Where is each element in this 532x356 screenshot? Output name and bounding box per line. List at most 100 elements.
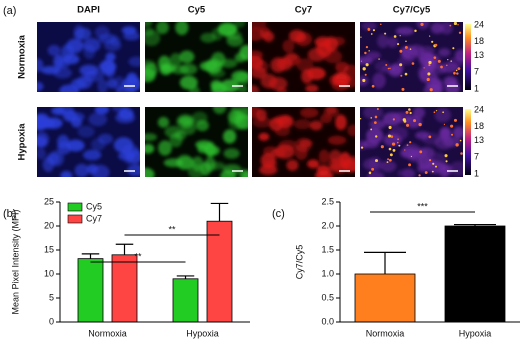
hotspot — [391, 142, 396, 146]
hotspot — [370, 128, 373, 131]
hotspot — [420, 22, 424, 26]
hotspot — [362, 67, 366, 71]
hotspot — [418, 122, 422, 127]
cell — [145, 30, 161, 47]
cell — [37, 116, 49, 131]
cell — [452, 126, 463, 139]
y-tick-label: 0.0 — [321, 316, 334, 326]
hotspot — [364, 51, 367, 55]
cell — [145, 63, 158, 78]
cell — [286, 159, 299, 171]
cell — [363, 107, 384, 120]
column-header: Cy7 — [295, 5, 312, 16]
hotspot — [429, 88, 433, 92]
hotspot — [433, 111, 436, 114]
cells — [252, 107, 355, 177]
cell — [212, 107, 227, 115]
y-tick-label: 1.5 — [321, 244, 334, 254]
hotspot — [364, 73, 367, 76]
hotspot — [387, 134, 391, 138]
bar — [354, 273, 416, 323]
micrograph — [252, 22, 355, 92]
hotspot — [389, 67, 391, 70]
hotspot — [453, 22, 458, 26]
cell — [170, 65, 190, 75]
cell — [252, 116, 272, 128]
hotspot — [389, 153, 393, 157]
cell — [434, 107, 451, 123]
significance-label: ** — [168, 224, 176, 234]
cell — [347, 124, 355, 137]
hotspot — [393, 35, 397, 38]
y-tick-label: 0 — [49, 316, 54, 326]
hotspot — [403, 119, 407, 123]
cell — [204, 156, 216, 172]
cell — [360, 56, 374, 65]
cell — [53, 54, 64, 69]
cell — [200, 32, 217, 43]
micrograph — [252, 107, 355, 177]
cell — [223, 129, 237, 144]
hotspot — [392, 148, 396, 152]
cell — [59, 84, 80, 92]
hotspot — [374, 121, 377, 124]
y-tick-label: 5 — [49, 292, 54, 302]
y-axis-label: Cy7/Cy5 — [294, 245, 304, 280]
hotspot — [408, 163, 412, 167]
hotspot — [371, 167, 375, 171]
significance-label: ** — [134, 251, 142, 261]
colorbar — [465, 109, 471, 175]
cell — [179, 50, 195, 64]
cell — [416, 22, 430, 30]
hotspot — [431, 40, 434, 43]
hotspot — [450, 124, 454, 128]
bar — [172, 278, 199, 323]
x-tick-label: Hypoxia — [459, 328, 492, 338]
cell — [397, 169, 416, 177]
y-tick-label: 25 — [44, 196, 54, 206]
cell — [274, 144, 295, 159]
cell — [235, 71, 248, 85]
cell — [66, 38, 83, 54]
hotspot — [362, 78, 366, 83]
hotspot — [360, 146, 364, 149]
y-tick-label: 2.5 — [321, 196, 334, 206]
cell — [83, 149, 102, 161]
y-tick-label: 10 — [44, 268, 54, 278]
hotspot — [451, 133, 454, 136]
cell — [318, 149, 330, 164]
cell — [97, 78, 108, 92]
cell — [296, 58, 314, 72]
cell — [157, 116, 170, 128]
cell — [441, 164, 453, 175]
cell — [314, 36, 332, 48]
hotspot — [453, 71, 456, 75]
cell — [259, 26, 271, 39]
hotspot — [392, 118, 395, 121]
hotspot — [433, 56, 437, 59]
cell — [223, 148, 240, 159]
hotspot — [378, 58, 380, 60]
bar — [206, 220, 233, 323]
hotspot — [408, 109, 411, 112]
row-label: Hypoxia — [17, 123, 28, 161]
cell — [260, 152, 276, 169]
micrograph — [360, 22, 463, 92]
cell — [307, 159, 320, 169]
y-tick-label: 20 — [44, 220, 54, 230]
hotspot — [399, 49, 403, 53]
cell — [100, 59, 116, 75]
cell — [234, 22, 246, 28]
hotspot — [388, 158, 392, 162]
hotspot — [390, 135, 394, 138]
cell — [145, 133, 158, 142]
cells — [252, 22, 355, 92]
cell — [199, 61, 218, 72]
cell — [123, 31, 140, 41]
hotspot — [434, 43, 438, 47]
cell — [254, 60, 269, 73]
colorbar-tick-label: 7 — [474, 67, 479, 77]
cell — [204, 141, 216, 158]
hotspot — [410, 155, 413, 158]
hotspot — [397, 43, 400, 46]
